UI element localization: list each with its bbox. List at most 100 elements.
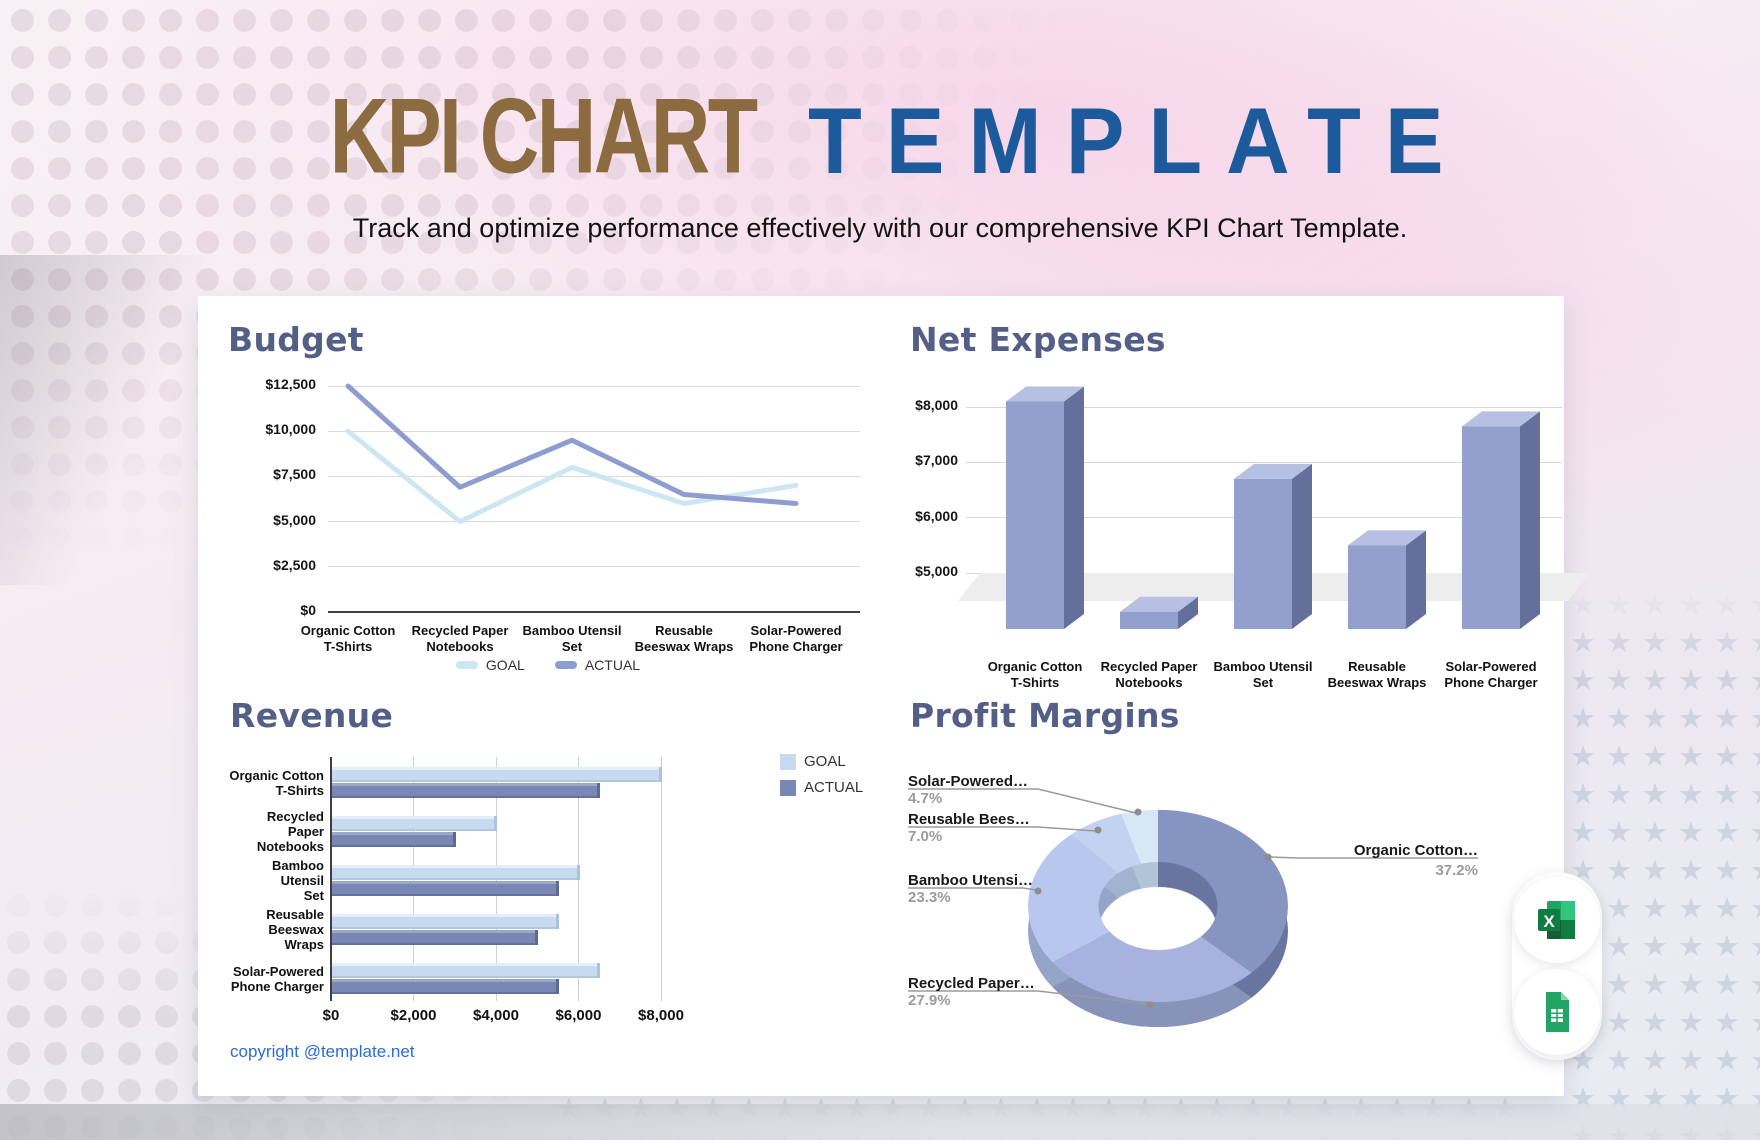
callout-line bbox=[908, 990, 1149, 1005]
y-tick-label: $7,500 bbox=[273, 466, 316, 483]
column-bar bbox=[1006, 401, 1064, 629]
page-title: KPI CHART TEMPLATE bbox=[0, 82, 1760, 194]
x-tick-label: $4,000 bbox=[473, 1007, 519, 1024]
budget-line-chart: $0 $2,500 $5,000 $7,500 $10,000 $12,500 Organi… bbox=[228, 371, 872, 686]
actual-bar-cap bbox=[535, 930, 539, 945]
x-category-label: Reusable Beeswax Wraps bbox=[634, 623, 734, 654]
x-category-label: Solar-Powered Phone Charger bbox=[1444, 659, 1538, 690]
legend-item-actual: ACTUAL bbox=[780, 779, 863, 796]
goal-bar-cap bbox=[555, 914, 559, 929]
callout-dot bbox=[1264, 853, 1272, 861]
slice-percent: 23.3% bbox=[908, 889, 951, 906]
slice-label: Bamboo Utensi… bbox=[908, 872, 1034, 889]
x-category-label: Bamboo Utensil Set bbox=[522, 623, 622, 654]
callout-line bbox=[908, 887, 1037, 891]
x-category-label: Recycled Paper Notebooks bbox=[411, 623, 509, 654]
excel-button[interactable]: X bbox=[1514, 877, 1600, 963]
y-tick-label: $12,500 bbox=[265, 376, 316, 392]
x-category-label: Bamboo Utensil Set bbox=[1213, 659, 1313, 690]
slice-percent: 4.7% bbox=[908, 790, 943, 807]
gridline bbox=[328, 430, 860, 432]
column-top bbox=[1348, 530, 1426, 546]
column-bar bbox=[1120, 611, 1178, 629]
page-header: KPI CHART TEMPLATE Track and optimize pe… bbox=[0, 82, 1760, 244]
star-pattern-right: ★★★★★ ★★★★★ ★★★★★ ★★★★★ ★★★★★ ★★★★★ ★★★★★ ★★★★★… bbox=[1570, 589, 1760, 1140]
profit-margins-heading: Profit Margins bbox=[910, 696, 1180, 735]
revenue-bar-chart: $0 $2,000 $4,000 $6,000 $8,000 Organic Cotton… bbox=[228, 751, 872, 1066]
column-svg bbox=[958, 386, 1590, 629]
callout-dot bbox=[1146, 1001, 1154, 1009]
x-tick-label: $0 bbox=[322, 1007, 340, 1024]
y-tick-label: $6,000 bbox=[915, 507, 958, 524]
callout-line bbox=[908, 788, 1137, 814]
excel-icon: X bbox=[1538, 901, 1575, 939]
net-expenses-heading: Net Expenses bbox=[910, 320, 1166, 359]
goal-bar-cap bbox=[597, 963, 601, 978]
column-side bbox=[1520, 411, 1540, 629]
gridline bbox=[328, 385, 860, 387]
y-tick-label: $7,000 bbox=[915, 452, 958, 469]
goal-swatch bbox=[780, 753, 796, 770]
column-side bbox=[1406, 530, 1426, 629]
actual-bar bbox=[332, 979, 559, 994]
gridline bbox=[966, 461, 1562, 463]
legend-label: ACTUAL bbox=[804, 779, 864, 796]
y-category-label: Bamboo Utensil Set bbox=[272, 858, 324, 903]
gridline bbox=[328, 521, 860, 523]
actual-bar bbox=[332, 930, 539, 945]
bottom-gray-band bbox=[0, 1104, 1760, 1140]
actual-bar bbox=[332, 832, 456, 847]
y-category-label: Recycled Paper Notebooks bbox=[256, 809, 324, 854]
revenue-heading: Revenue bbox=[230, 696, 394, 735]
x-category-label: Solar-Powered Phone Charger bbox=[749, 623, 843, 654]
column-side bbox=[1178, 596, 1198, 629]
gridline bbox=[660, 757, 662, 1001]
budget-heading: Budget bbox=[228, 320, 364, 359]
actual-swatch bbox=[780, 779, 796, 796]
gridline bbox=[328, 566, 860, 568]
legend-label: ACTUAL bbox=[584, 657, 641, 673]
donut-callout-svg bbox=[908, 788, 1478, 1009]
y-tick-label: $2,500 bbox=[273, 556, 316, 573]
y-tick-label: $0 bbox=[300, 602, 316, 618]
page-subtitle: Track and optimize performance effective… bbox=[352, 213, 1408, 243]
column-bar bbox=[1462, 426, 1520, 629]
actual-bar-cap bbox=[452, 832, 456, 847]
goal-bar-cap bbox=[659, 767, 662, 782]
legend-item-actual: ACTUAL bbox=[554, 657, 641, 673]
callout-dot bbox=[1094, 826, 1102, 834]
slice-percent: 7.0% bbox=[908, 828, 943, 845]
actual-bar-cap bbox=[555, 979, 559, 994]
excel-letter: X bbox=[1543, 912, 1555, 931]
goal-bar bbox=[332, 816, 497, 831]
goal-bar bbox=[332, 865, 580, 880]
goal-swatch bbox=[455, 661, 478, 669]
title-template: TEMPLATE bbox=[807, 88, 1468, 194]
goal-bar bbox=[332, 767, 662, 782]
actual-bar bbox=[332, 881, 559, 896]
net-expenses-column-chart: $5,000 $6,000 $7,000 $8,000 Organic Cotton T… bbox=[878, 371, 1590, 701]
actual-bar-cap bbox=[597, 783, 601, 798]
slice-label: Recycled Paper… bbox=[908, 975, 1035, 992]
x-tick-label: $8,000 bbox=[638, 1007, 684, 1024]
x-category-label: Organic Cotton T-Shirts bbox=[300, 623, 396, 654]
donut-ring bbox=[1028, 809, 1288, 1003]
actual-line bbox=[345, 383, 799, 507]
x-category-label: Recycled Paper Notebooks bbox=[1100, 659, 1198, 690]
slice-label: Solar-Powered… bbox=[908, 773, 1029, 790]
google-sheets-button[interactable] bbox=[1514, 969, 1600, 1055]
x-category-label: Reusable Beeswax Wraps bbox=[1327, 659, 1427, 690]
y-tick-label: $10,000 bbox=[265, 421, 316, 438]
x-category-label: Organic Cotton T-Shirts bbox=[987, 659, 1083, 690]
copyright-link[interactable]: copyright @template.net bbox=[230, 1042, 415, 1061]
slice-percent: 27.9% bbox=[908, 992, 951, 1009]
column-bar bbox=[1234, 478, 1292, 629]
column-top bbox=[1120, 596, 1198, 612]
slice-label: Reusable Bees… bbox=[908, 811, 1030, 828]
legend: GOAL ACTUAL bbox=[780, 753, 863, 796]
kpi-card: Budget $0 $2,500 $5,000 $7,500 $10,000 $12,50… bbox=[198, 296, 1590, 1096]
goal-bar-cap bbox=[494, 816, 497, 831]
column-side bbox=[1292, 463, 1312, 629]
column-top bbox=[1462, 411, 1540, 427]
